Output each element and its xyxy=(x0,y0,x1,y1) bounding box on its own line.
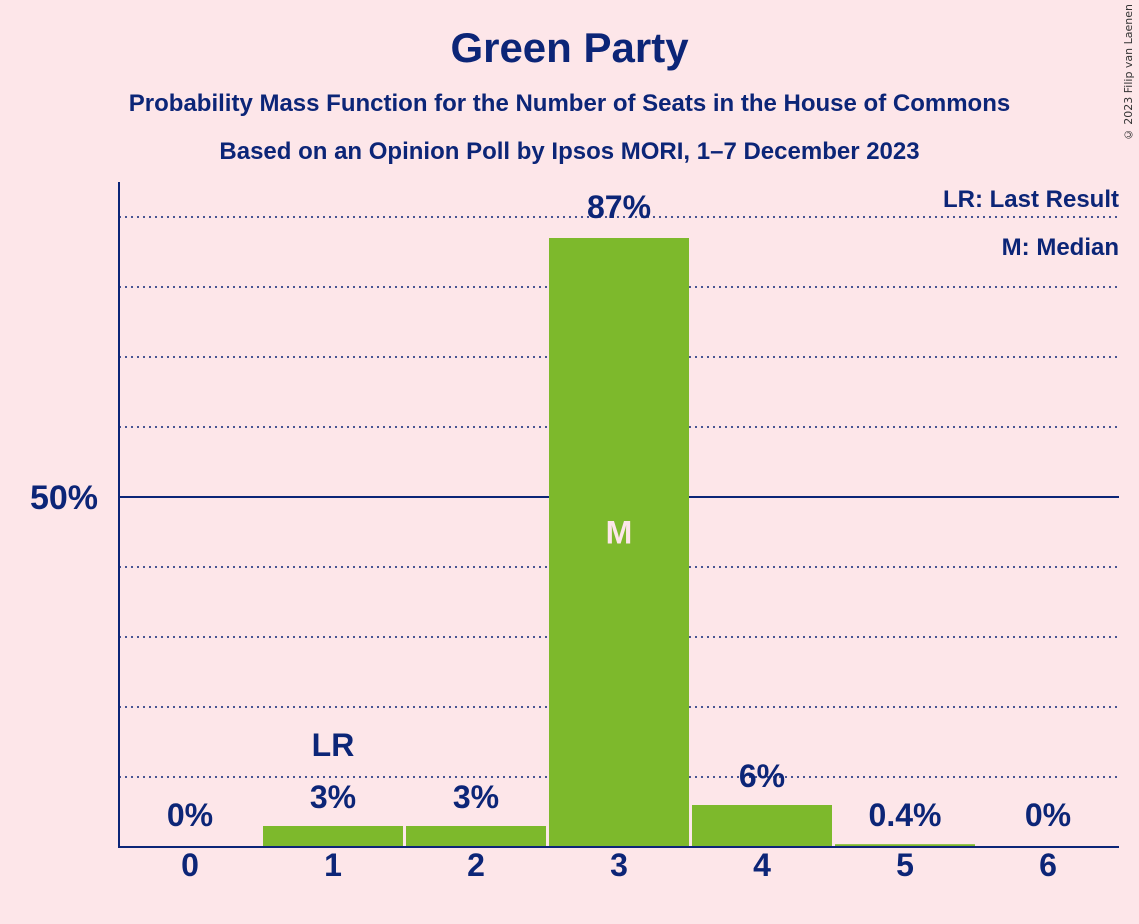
data-label: 0% xyxy=(1025,797,1071,833)
legend-last-result: LR: Last Result xyxy=(942,186,1119,213)
chart-source: Based on an Opinion Poll by Ipsos MORI, … xyxy=(219,138,920,165)
data-label: 87% xyxy=(587,189,651,225)
x-tick-label: 2 xyxy=(467,847,485,883)
x-tick-label: 1 xyxy=(324,847,342,883)
data-label: 0.4% xyxy=(869,797,942,833)
chart-title: Green Party xyxy=(450,24,689,71)
data-label: 6% xyxy=(739,758,785,794)
legend-median: M: Median xyxy=(1001,234,1119,261)
data-label: 0% xyxy=(167,797,213,833)
x-tick-label: 4 xyxy=(753,847,771,883)
last-result-marker: LR xyxy=(312,727,355,763)
x-tick-label: 6 xyxy=(1039,847,1057,883)
data-label: 3% xyxy=(310,779,356,815)
chart-subtitle: Probability Mass Function for the Number… xyxy=(128,90,1011,117)
bar xyxy=(549,238,689,847)
data-label: 3% xyxy=(453,779,499,815)
y-tick-label: 50% xyxy=(30,479,98,517)
x-tick-label: 5 xyxy=(896,847,914,883)
x-tick-label: 0 xyxy=(181,847,199,883)
x-tick-label: 3 xyxy=(610,847,628,883)
bar xyxy=(406,826,546,847)
bar xyxy=(263,826,403,847)
bar xyxy=(692,805,832,847)
bar xyxy=(835,844,975,847)
median-marker: M xyxy=(606,515,633,551)
